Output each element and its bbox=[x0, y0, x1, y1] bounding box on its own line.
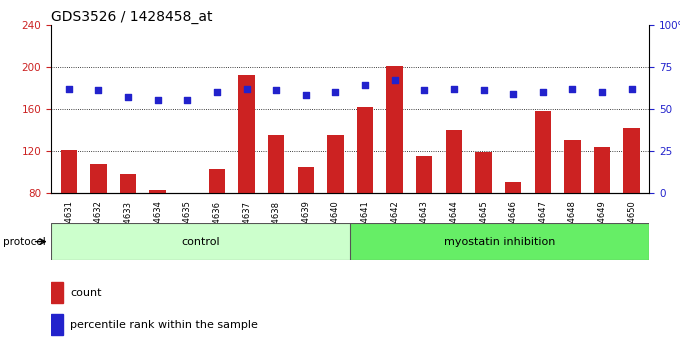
Text: control: control bbox=[182, 236, 220, 247]
Text: myostatin inhibition: myostatin inhibition bbox=[444, 236, 556, 247]
Bar bbox=[61, 150, 77, 193]
Point bbox=[63, 86, 74, 92]
Bar bbox=[209, 169, 225, 193]
Point bbox=[301, 93, 311, 98]
Point bbox=[182, 98, 192, 103]
Bar bbox=[475, 152, 492, 193]
Point bbox=[93, 87, 104, 93]
Bar bbox=[564, 141, 581, 193]
Bar bbox=[416, 156, 432, 193]
Point bbox=[389, 78, 400, 83]
Bar bbox=[624, 128, 640, 193]
Bar bbox=[445, 130, 462, 193]
Point bbox=[330, 89, 341, 95]
Bar bbox=[505, 182, 522, 193]
Bar bbox=[534, 111, 551, 193]
Bar bbox=[327, 135, 343, 193]
Bar bbox=[51, 223, 350, 260]
Bar bbox=[150, 190, 166, 193]
Point bbox=[448, 86, 459, 92]
Point bbox=[508, 91, 519, 97]
Bar bbox=[120, 174, 136, 193]
Text: GDS3526 / 1428458_at: GDS3526 / 1428458_at bbox=[51, 10, 212, 24]
Bar bbox=[357, 107, 373, 193]
Bar bbox=[90, 164, 107, 193]
Bar bbox=[51, 282, 63, 303]
Point bbox=[567, 86, 578, 92]
Bar bbox=[386, 66, 403, 193]
Bar bbox=[298, 167, 314, 193]
Point bbox=[537, 89, 548, 95]
Text: count: count bbox=[71, 288, 102, 298]
Text: percentile rank within the sample: percentile rank within the sample bbox=[71, 320, 258, 330]
Point bbox=[360, 82, 371, 88]
Bar bbox=[350, 223, 649, 260]
Point bbox=[241, 86, 252, 92]
Point bbox=[419, 87, 430, 93]
Point bbox=[122, 94, 133, 100]
Point bbox=[271, 87, 282, 93]
Bar bbox=[239, 75, 255, 193]
Point bbox=[152, 98, 163, 103]
Point bbox=[478, 87, 489, 93]
Bar bbox=[594, 147, 610, 193]
Text: protocol: protocol bbox=[3, 236, 46, 247]
Point bbox=[596, 89, 607, 95]
Point bbox=[626, 86, 637, 92]
Bar bbox=[51, 314, 63, 335]
Point bbox=[211, 89, 222, 95]
Bar bbox=[268, 135, 284, 193]
